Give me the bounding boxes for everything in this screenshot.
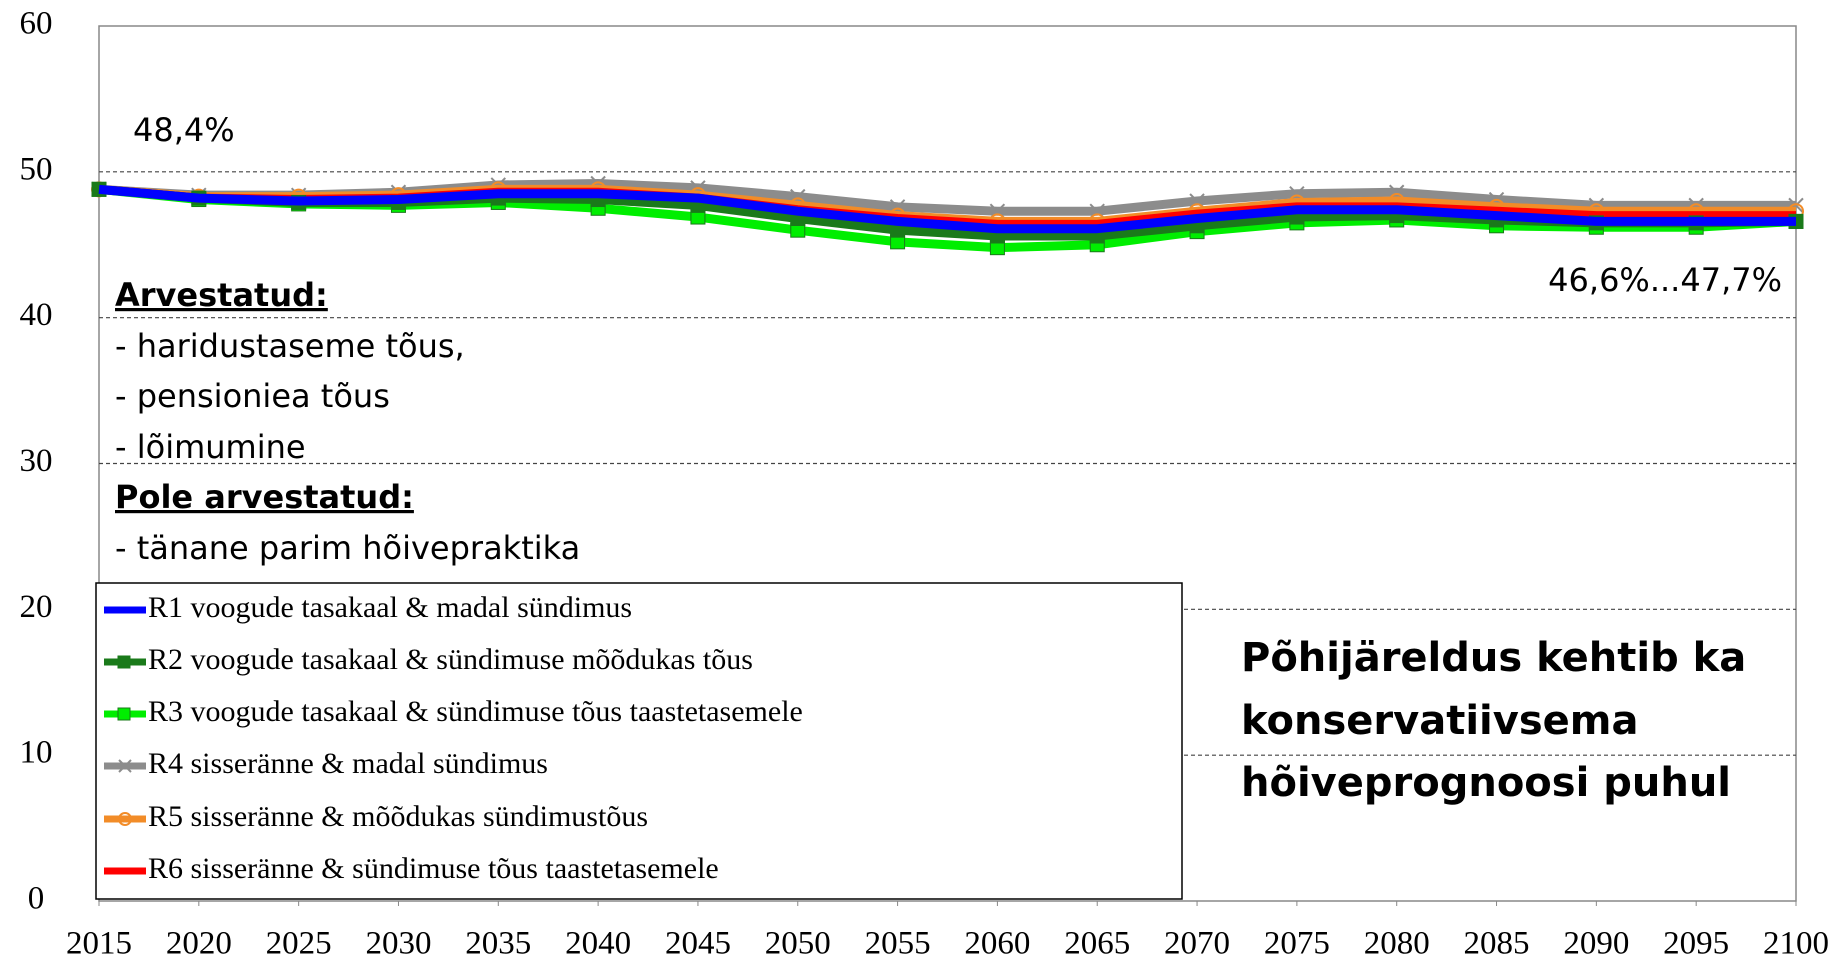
- series-line: [98, 184, 1796, 234]
- legend-label: R4 sisseränne & madal sündimus: [148, 747, 548, 780]
- x-tick-label: 2055: [865, 926, 931, 962]
- conclusion: konservatiivsema: [1241, 698, 1638, 744]
- y-tick-label: 40: [20, 297, 53, 333]
- x-tick-label: 2075: [1264, 926, 1330, 962]
- x-tick-label: 2035: [465, 926, 531, 962]
- note: - pensioniea tõus: [115, 377, 390, 415]
- conclusion: hõiveprognoosi puhul: [1241, 760, 1731, 806]
- x-tick-label: 2100: [1763, 926, 1829, 962]
- annotation: 48,4%: [133, 111, 235, 149]
- x-tick-label: 2085: [1464, 926, 1530, 962]
- legend-marker: [118, 812, 132, 826]
- legend-label: R5 sisseränne & mõõdukas sündimustõus: [148, 800, 648, 833]
- y-tick-label: 0: [28, 881, 45, 917]
- legend-marker: [117, 707, 131, 721]
- y-tick-label: 30: [20, 443, 53, 479]
- legend-label: R3 voogude tasakaal & sündimuse tõus taa…: [148, 695, 803, 728]
- note-heading: Pole arvestatud:: [115, 478, 414, 516]
- x-tick-label: 2065: [1064, 926, 1130, 962]
- legend-label: R2 voogude tasakaal & sündimuse mõõdukas…: [148, 643, 753, 676]
- legend-marker: [117, 655, 131, 669]
- x-tick-label: 2040: [565, 926, 631, 962]
- x-tick-label: 2025: [266, 926, 332, 962]
- legend-marker: [118, 759, 132, 773]
- series: [98, 184, 1796, 234]
- x-tick-label: 2020: [166, 926, 232, 962]
- legend-box: [95, 582, 1183, 900]
- x-tick-label: 2050: [765, 926, 831, 962]
- legend-item: R1 voogude tasakaal & madal sündimus: [104, 591, 632, 624]
- note: - haridustaseme tõus,: [115, 327, 465, 365]
- y-tick-label: 10: [20, 735, 53, 771]
- x-tick-label: 2015: [66, 926, 132, 962]
- y-tick-label: 20: [20, 589, 53, 625]
- x-tick-label: 2090: [1563, 926, 1629, 962]
- x-tick-label: 2070: [1164, 926, 1230, 962]
- x-tick-label: 2060: [964, 926, 1030, 962]
- legend-item: R3 voogude tasakaal & sündimuse tõus taa…: [104, 695, 803, 728]
- note: - tänane parim hõivepraktika: [115, 529, 580, 567]
- legend-item: R2 voogude tasakaal & sündimuse mõõdukas…: [104, 643, 753, 676]
- x-tick-label: 2095: [1663, 926, 1729, 962]
- y-tick-label: 50: [20, 151, 53, 187]
- note-heading: Arvestatud:: [115, 276, 328, 314]
- annotation: 46,6%...47,7%: [1548, 261, 1782, 299]
- note: - lõimumine: [115, 428, 306, 466]
- y-tick-label: 60: [20, 6, 53, 42]
- legend-item: R5 sisseränne & mõõdukas sündimustõus: [104, 800, 648, 833]
- x-tick-label: 2045: [665, 926, 731, 962]
- legend-item: R4 sisseränne & madal sündimus: [104, 747, 548, 780]
- conclusion: Põhijäreldus kehtib ka: [1241, 635, 1746, 681]
- legend-item: R6 sisseränne & sündimuse tõus taastetas…: [104, 852, 719, 885]
- x-tick-label: 2030: [365, 926, 431, 962]
- legend-label: R6 sisseränne & sündimuse tõus taastetas…: [148, 852, 719, 885]
- legend-label: R1 voogude tasakaal & madal sündimus: [148, 591, 632, 624]
- x-tick-label: 2080: [1364, 926, 1430, 962]
